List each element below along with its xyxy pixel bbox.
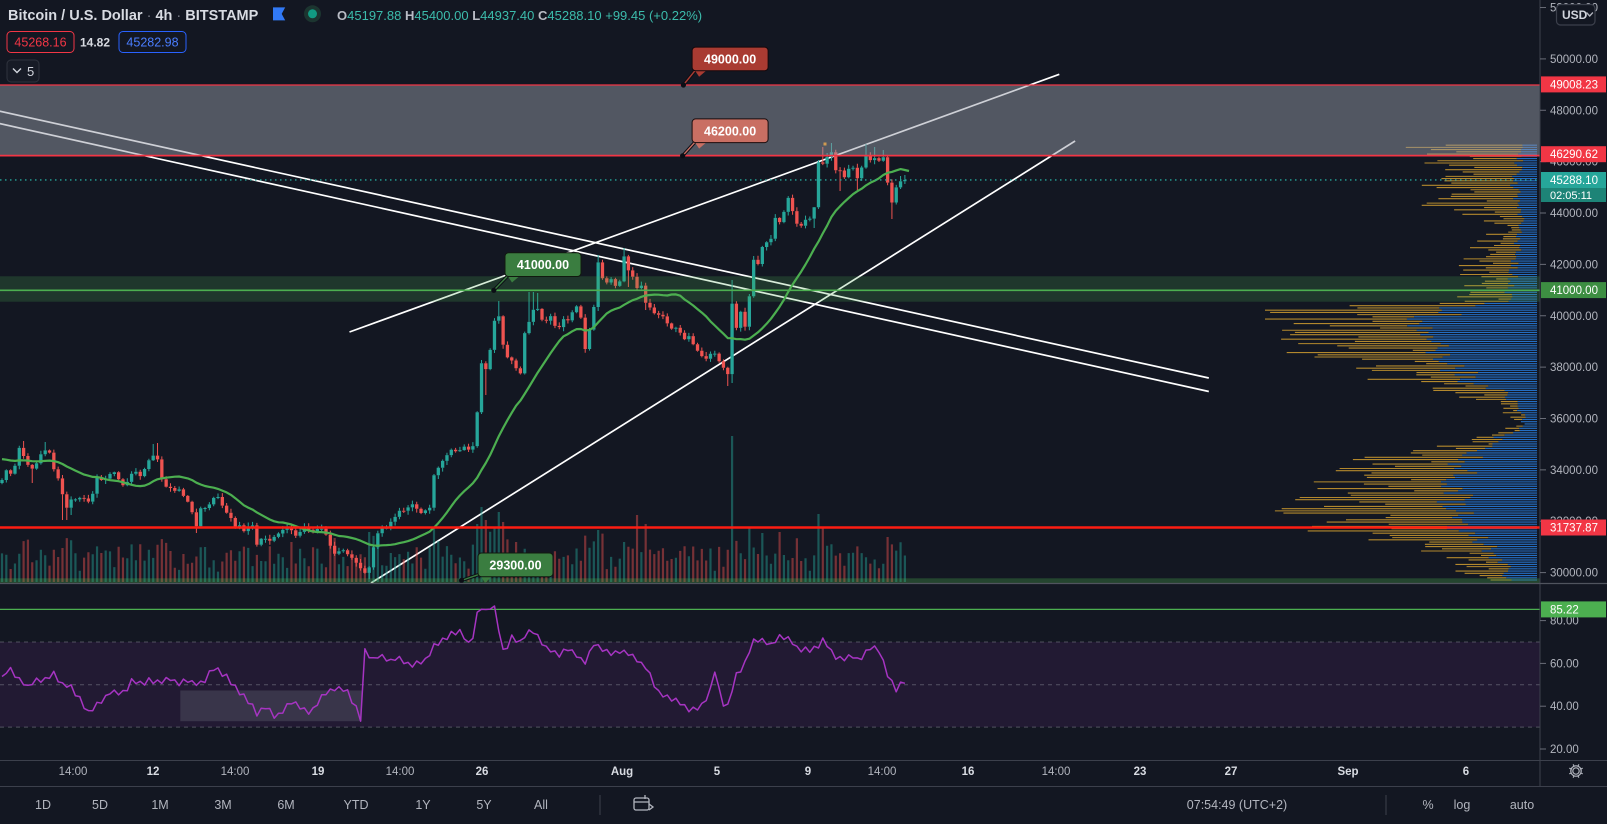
svg-text:YTD: YTD bbox=[344, 798, 369, 812]
svg-text:1M: 1M bbox=[151, 798, 168, 812]
svg-text:27: 27 bbox=[1225, 766, 1238, 778]
svg-text:31737.87: 31737.87 bbox=[1550, 523, 1598, 535]
svg-text:1Y: 1Y bbox=[415, 798, 431, 812]
svg-text:16: 16 bbox=[962, 766, 975, 778]
svg-text:12: 12 bbox=[147, 766, 160, 778]
svg-text:23: 23 bbox=[1134, 766, 1147, 778]
svg-text:5Y: 5Y bbox=[476, 798, 492, 812]
svg-text:9: 9 bbox=[805, 766, 811, 778]
svg-text:38000.00: 38000.00 bbox=[1550, 362, 1598, 374]
svg-text:45268.16: 45268.16 bbox=[14, 36, 66, 50]
svg-text:41000.00: 41000.00 bbox=[1550, 285, 1598, 297]
svg-text:6M: 6M bbox=[277, 798, 294, 812]
svg-text:Sep: Sep bbox=[1337, 766, 1358, 778]
svg-text:5: 5 bbox=[27, 64, 34, 79]
svg-text:14:00: 14:00 bbox=[59, 766, 88, 778]
svg-text:60.00: 60.00 bbox=[1550, 658, 1579, 670]
svg-text:Aug: Aug bbox=[611, 766, 633, 778]
svg-text:07:54:49 (UTC+2): 07:54:49 (UTC+2) bbox=[1187, 798, 1287, 812]
svg-text:20.00: 20.00 bbox=[1550, 744, 1579, 756]
svg-text:O45197.88 H45400.00 L44937.40: O45197.88 H45400.00 L44937.40 C45288.10 … bbox=[337, 8, 702, 23]
svg-text:5: 5 bbox=[714, 766, 721, 778]
svg-text:%: % bbox=[1422, 798, 1433, 812]
svg-text:All: All bbox=[534, 798, 548, 812]
svg-text:49000.00: 49000.00 bbox=[704, 52, 756, 66]
svg-text:14:00: 14:00 bbox=[1042, 766, 1071, 778]
svg-text:45288.10: 45288.10 bbox=[1550, 175, 1598, 187]
svg-text:29300.00: 29300.00 bbox=[489, 558, 541, 572]
svg-text:USD: USD bbox=[1562, 8, 1588, 22]
svg-text:85.22: 85.22 bbox=[1550, 604, 1579, 616]
svg-text:auto: auto bbox=[1510, 798, 1534, 812]
svg-text:36000.00: 36000.00 bbox=[1550, 413, 1598, 425]
svg-text:44000.00: 44000.00 bbox=[1550, 208, 1598, 220]
svg-text:1D: 1D bbox=[35, 798, 51, 812]
svg-text:14:00: 14:00 bbox=[221, 766, 250, 778]
svg-text:02:05:11: 02:05:11 bbox=[1550, 190, 1592, 202]
svg-text:19: 19 bbox=[312, 766, 325, 778]
svg-text:40000.00: 40000.00 bbox=[1550, 311, 1598, 323]
svg-text:45282.98: 45282.98 bbox=[126, 36, 178, 50]
svg-text:14.82: 14.82 bbox=[80, 36, 110, 50]
svg-text:14:00: 14:00 bbox=[386, 766, 415, 778]
svg-text:41000.00: 41000.00 bbox=[517, 258, 569, 272]
svg-text:42000.00: 42000.00 bbox=[1550, 259, 1598, 271]
svg-text:46290.62: 46290.62 bbox=[1550, 149, 1598, 161]
svg-text:log: log bbox=[1454, 798, 1471, 812]
svg-text:26: 26 bbox=[476, 766, 489, 778]
svg-text:6: 6 bbox=[1463, 766, 1469, 778]
svg-text:14:00: 14:00 bbox=[868, 766, 897, 778]
svg-text:Bitcoin / U.S. Dollar · 4h · B: Bitcoin / U.S. Dollar · 4h · BITSTAMP bbox=[8, 8, 259, 24]
svg-text:50000.00: 50000.00 bbox=[1550, 54, 1598, 66]
svg-text:49008.23: 49008.23 bbox=[1550, 79, 1598, 91]
svg-text:5D: 5D bbox=[92, 798, 108, 812]
svg-text:48000.00: 48000.00 bbox=[1550, 105, 1598, 117]
svg-text:40.00: 40.00 bbox=[1550, 701, 1579, 713]
svg-text:80.00: 80.00 bbox=[1550, 616, 1579, 628]
svg-text:34000.00: 34000.00 bbox=[1550, 465, 1598, 477]
svg-text:46200.00: 46200.00 bbox=[704, 124, 756, 138]
svg-text:30000.00: 30000.00 bbox=[1550, 568, 1598, 580]
svg-text:3M: 3M bbox=[214, 798, 231, 812]
